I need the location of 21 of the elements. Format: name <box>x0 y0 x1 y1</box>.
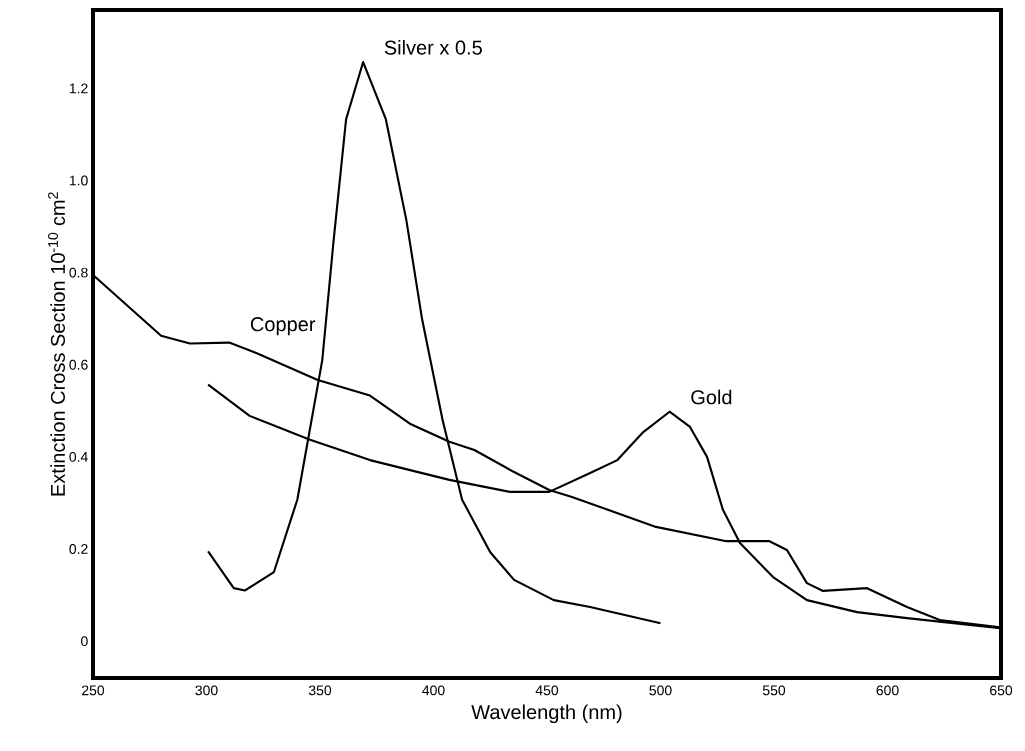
series-label: Silver x 0.5 <box>384 39 482 55</box>
x-tick-label: 300 <box>195 685 218 696</box>
x-tick-label: 600 <box>876 685 899 696</box>
x-tick-label: 450 <box>535 685 559 696</box>
y-tick-label: 0.4 <box>69 451 88 462</box>
series-label: Gold <box>691 389 732 405</box>
y-tick-label: 0.2 <box>69 544 88 554</box>
y-tick-label: 0.6 <box>69 359 88 370</box>
series-label: Copper <box>250 317 316 336</box>
x-tick-label: 350 <box>308 685 332 696</box>
y-tick-label: 1.2 <box>69 83 88 94</box>
x-tick-label: 550 <box>762 685 786 696</box>
y-tick-label: 0 <box>81 636 88 647</box>
x-tick-label: 500 <box>649 685 672 696</box>
y-tick-label: 0.8 <box>69 267 88 278</box>
y-tick-label: 1.0 <box>69 175 88 186</box>
x-tick-label: 400 <box>422 685 445 696</box>
x-tick-label: 250 <box>82 685 105 696</box>
x-tick-label: 650 <box>990 685 1013 696</box>
y-axis-title: Extinction Cross Section 10$^{-10}$ cm$^{2}$ <box>48 192 65 496</box>
x-axis-title: Wavelength (nm) <box>471 704 622 724</box>
